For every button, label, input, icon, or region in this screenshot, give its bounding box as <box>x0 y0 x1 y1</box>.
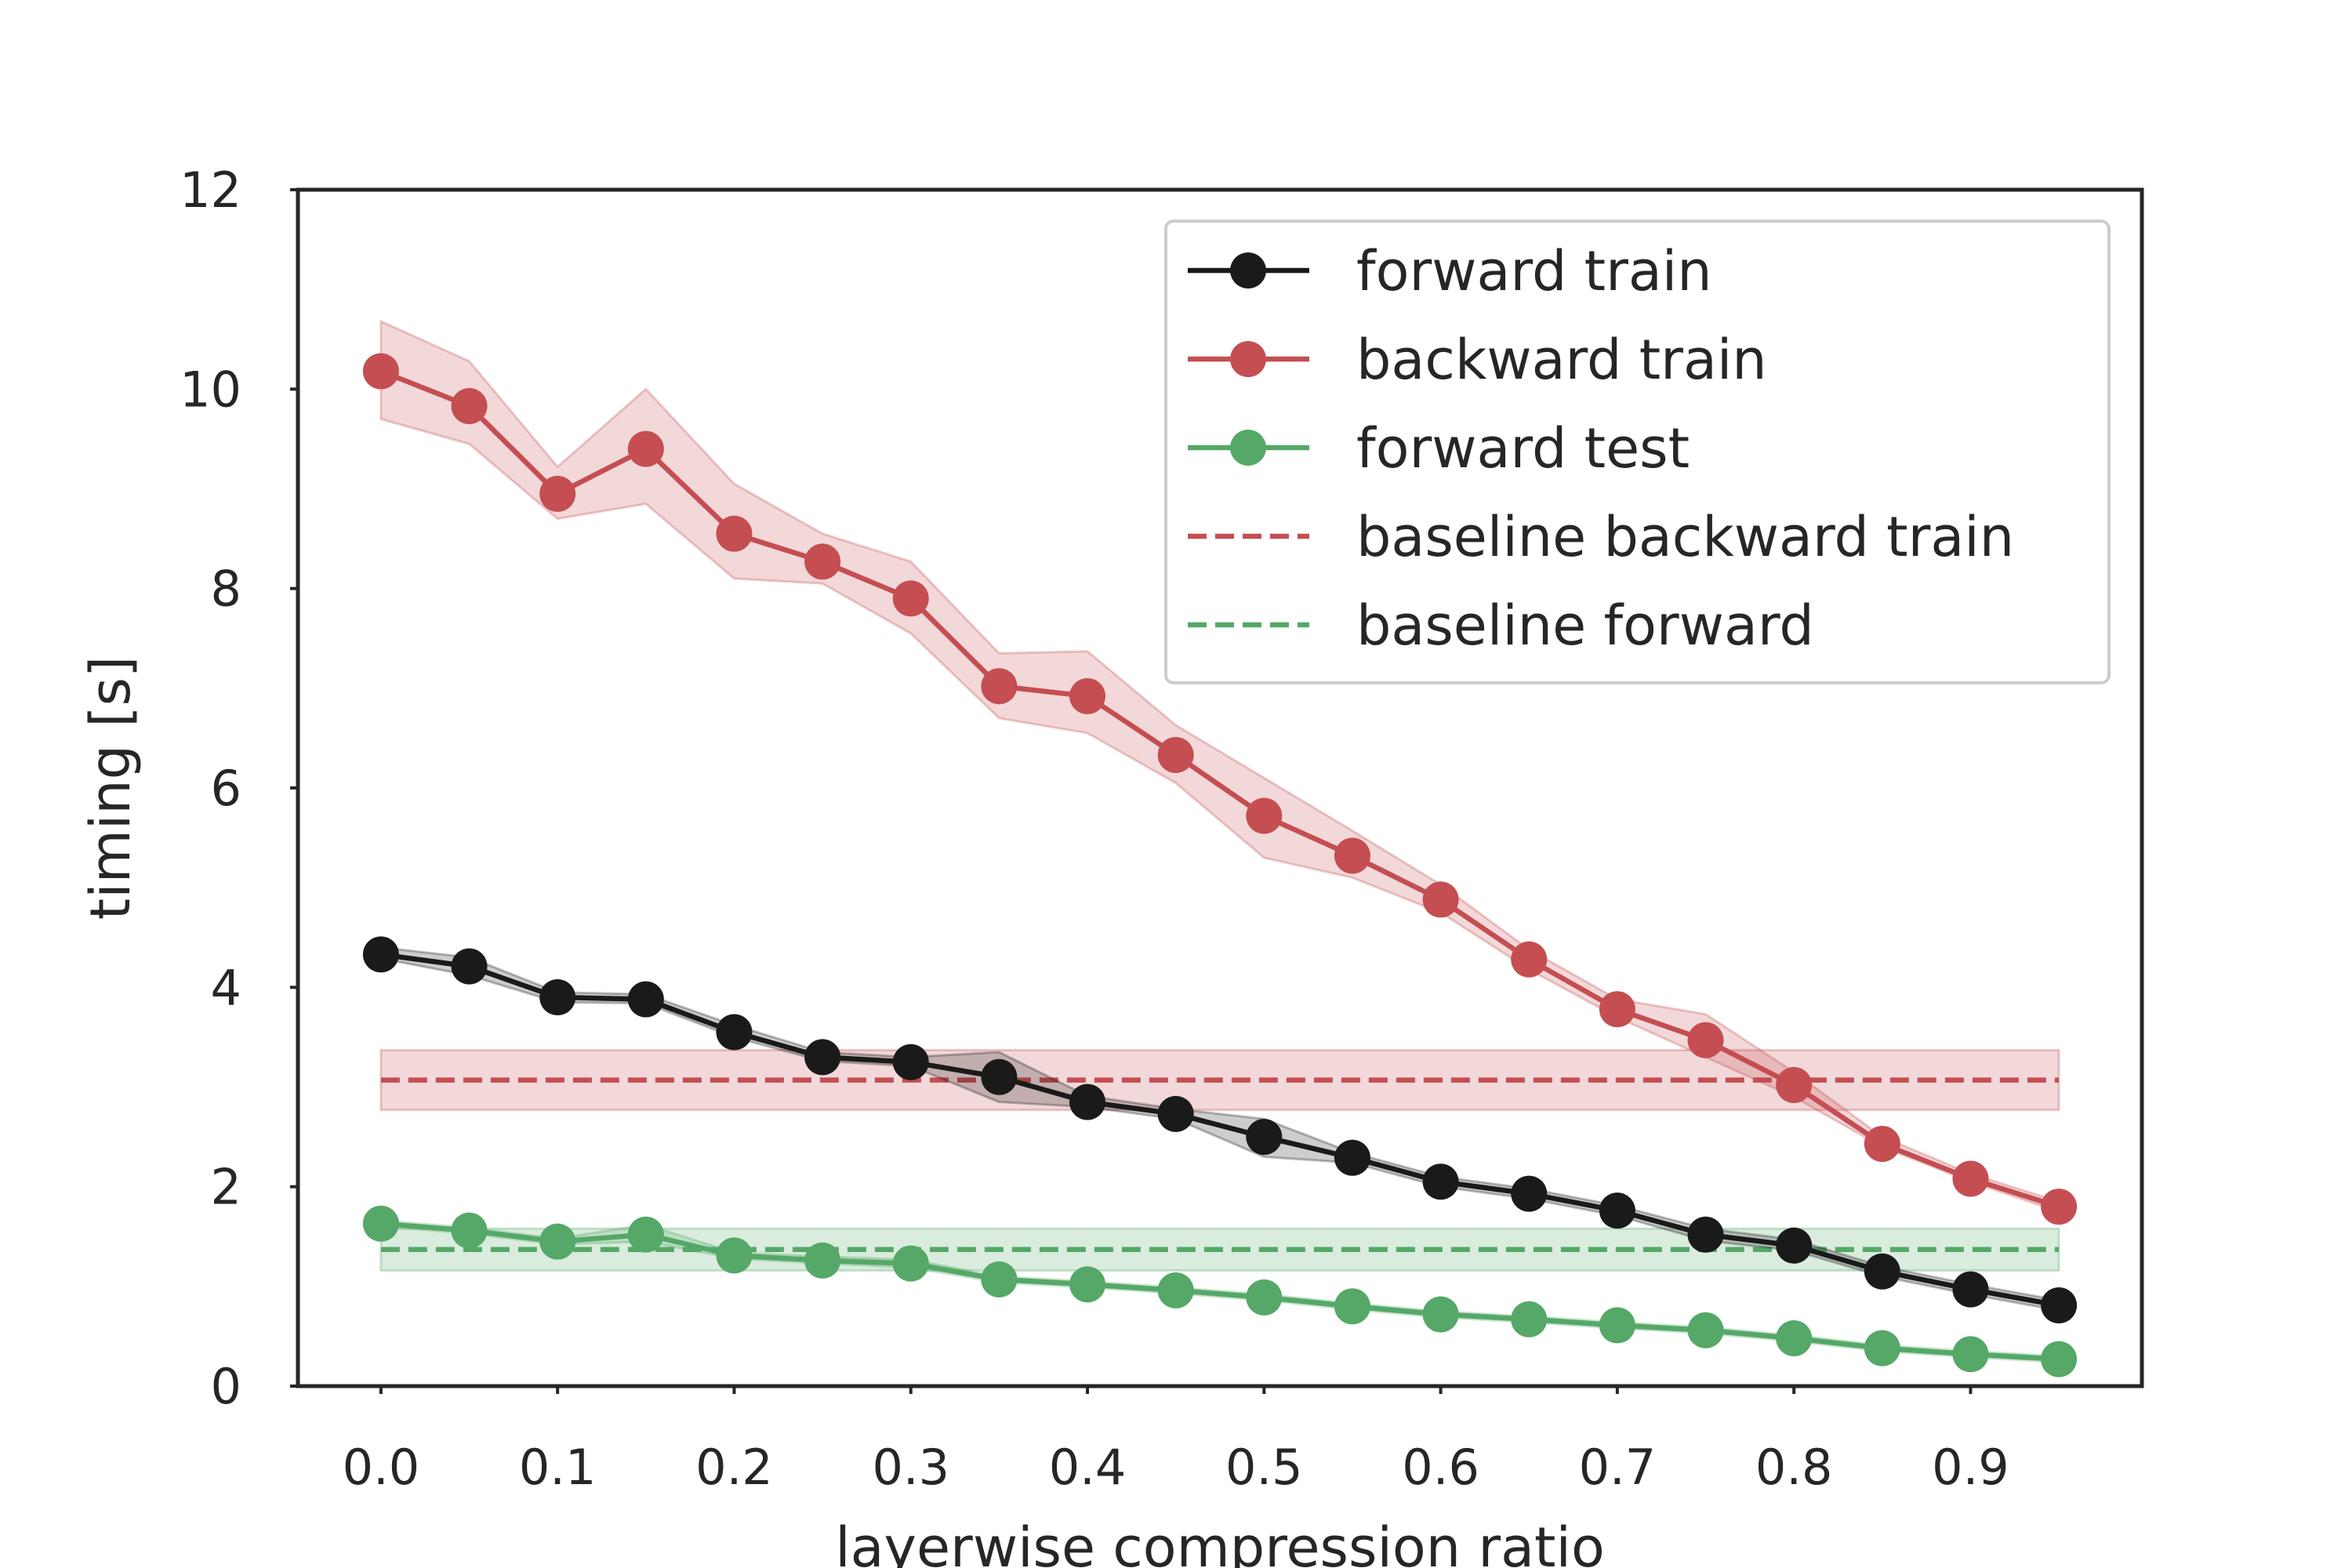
forward-test-point <box>1157 1272 1194 1308</box>
forward-test-point <box>892 1245 929 1282</box>
forward-test-point <box>804 1242 841 1279</box>
backward-train-point <box>1334 837 1370 874</box>
forward-test-point <box>1511 1301 1548 1338</box>
backward-train-point <box>1776 1066 1813 1103</box>
forward-train-legend-label: forward train <box>1356 239 1712 303</box>
y-tick-label: 2 <box>211 1159 241 1216</box>
backward-train-point <box>627 430 664 467</box>
forward-test-point <box>981 1261 1018 1298</box>
forward-test-legend-marker <box>1230 430 1266 466</box>
backward-train-point <box>539 475 576 512</box>
forward-test-point <box>539 1223 576 1260</box>
forward-test-point <box>1952 1336 1989 1373</box>
backward-train-point <box>892 580 929 617</box>
backward-train-point <box>1069 678 1106 715</box>
forward-test-point <box>1687 1312 1724 1348</box>
forward-test-point <box>2041 1341 2078 1377</box>
x-tick-label: 0.5 <box>1225 1439 1303 1496</box>
forward-train-point <box>1599 1192 1635 1229</box>
backward-train-point <box>1864 1125 1900 1162</box>
y-tick-label: 10 <box>180 361 241 418</box>
forward-test-point <box>627 1216 664 1253</box>
forward-test-point <box>1246 1279 1283 1316</box>
forward-train-point <box>716 1014 753 1051</box>
y-axis-ticks: 0 2 4 6 8 10 12 <box>180 162 298 1415</box>
forward-train-point <box>1157 1095 1194 1132</box>
forward-train-point <box>1776 1227 1813 1264</box>
backward-train-point <box>2041 1189 2078 1225</box>
forward-test-point <box>1334 1288 1370 1325</box>
backward-train-point <box>1246 797 1283 834</box>
forward-train-point <box>1246 1119 1283 1156</box>
forward-test-point <box>1422 1296 1459 1333</box>
backward-train-legend-label: backward train <box>1356 328 1767 392</box>
forward-test-legend-label: forward test <box>1356 416 1690 481</box>
backward-train-point <box>1511 941 1548 978</box>
backward-train-point <box>1687 1022 1724 1058</box>
plot-area <box>362 319 2078 1377</box>
x-tick-label: 0.9 <box>1932 1439 2009 1496</box>
y-tick-label: 8 <box>211 561 241 618</box>
backward-train-point <box>981 668 1018 705</box>
forward-train-point <box>2041 1287 2078 1323</box>
forward-test-point <box>362 1205 399 1242</box>
y-tick-label: 6 <box>211 760 241 817</box>
y-axis-label: timing [s] <box>78 656 143 920</box>
forward-test-point <box>1599 1307 1635 1344</box>
forward-test-point <box>451 1212 488 1249</box>
forward-train-point <box>892 1044 929 1080</box>
forward-train-point <box>539 979 576 1016</box>
legend: forward train backward train forward test b… <box>1164 220 2111 684</box>
backward-train-point <box>1157 737 1194 774</box>
x-tick-label: 0.0 <box>343 1439 420 1496</box>
legend-box <box>1164 220 2111 684</box>
forward-train-point <box>451 948 488 985</box>
forward-test-point <box>1069 1266 1106 1303</box>
x-axis-label: layerwise compression ratio <box>835 1515 1605 1568</box>
forward-train-point <box>1952 1271 1989 1308</box>
baseline-forward-legend-label: baseline forward <box>1356 593 1814 658</box>
forward-train-point <box>1864 1253 1900 1290</box>
x-tick-label: 0.6 <box>1402 1439 1479 1496</box>
backward-train-legend-marker <box>1230 341 1266 377</box>
backward-train-point <box>1599 991 1635 1028</box>
forward-test-point <box>716 1237 753 1274</box>
forward-train-point <box>1334 1139 1370 1176</box>
forward-train-point <box>804 1039 841 1076</box>
x-tick-label: 0.8 <box>1755 1439 1833 1496</box>
x-tick-label: 0.4 <box>1049 1439 1127 1496</box>
forward-train-point <box>1069 1083 1106 1120</box>
backward-train-point <box>1952 1160 1989 1197</box>
baseline-backward-train-legend-label: baseline backward train <box>1356 505 2014 569</box>
forward-train-point <box>1687 1216 1724 1253</box>
y-tick-label: 0 <box>211 1358 241 1415</box>
forward-test-point <box>1864 1330 1900 1367</box>
x-tick-label: 0.7 <box>1579 1439 1657 1496</box>
forward-test-point <box>1776 1319 1813 1356</box>
forward-train-legend-marker <box>1230 252 1266 289</box>
backward-train-point <box>1422 881 1459 918</box>
backward-train-point <box>716 515 753 552</box>
forward-train-point <box>1422 1163 1459 1200</box>
backward-train-point <box>362 353 399 390</box>
y-tick-label: 12 <box>180 162 241 219</box>
forward-train-point <box>981 1058 1018 1095</box>
y-tick-label: 4 <box>211 959 241 1016</box>
backward-train-point <box>451 387 488 424</box>
forward-train-point <box>362 936 399 973</box>
x-tick-label: 0.3 <box>872 1439 949 1496</box>
backward-train-point <box>804 543 841 580</box>
x-axis-ticks: 0.0 0.1 0.2 0.3 0.4 0.5 0.6 0.7 0.8 0.9 <box>343 1386 2009 1496</box>
forward-train-point <box>627 981 664 1018</box>
forward-train-point <box>1511 1175 1548 1212</box>
x-tick-label: 0.2 <box>695 1439 773 1496</box>
x-tick-label: 0.1 <box>519 1439 597 1496</box>
